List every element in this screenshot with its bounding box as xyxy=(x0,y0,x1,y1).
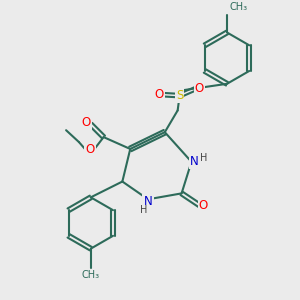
Text: H: H xyxy=(200,153,207,163)
Text: CH₃: CH₃ xyxy=(230,2,248,12)
Text: N: N xyxy=(190,155,199,168)
Text: O: O xyxy=(81,116,91,129)
Text: O: O xyxy=(199,199,208,212)
Text: N: N xyxy=(144,195,152,208)
Text: O: O xyxy=(195,82,204,95)
Text: H: H xyxy=(140,205,148,215)
Text: CH₃: CH₃ xyxy=(82,270,100,280)
Text: O: O xyxy=(154,88,164,101)
Text: S: S xyxy=(176,89,183,102)
Text: O: O xyxy=(85,143,94,156)
